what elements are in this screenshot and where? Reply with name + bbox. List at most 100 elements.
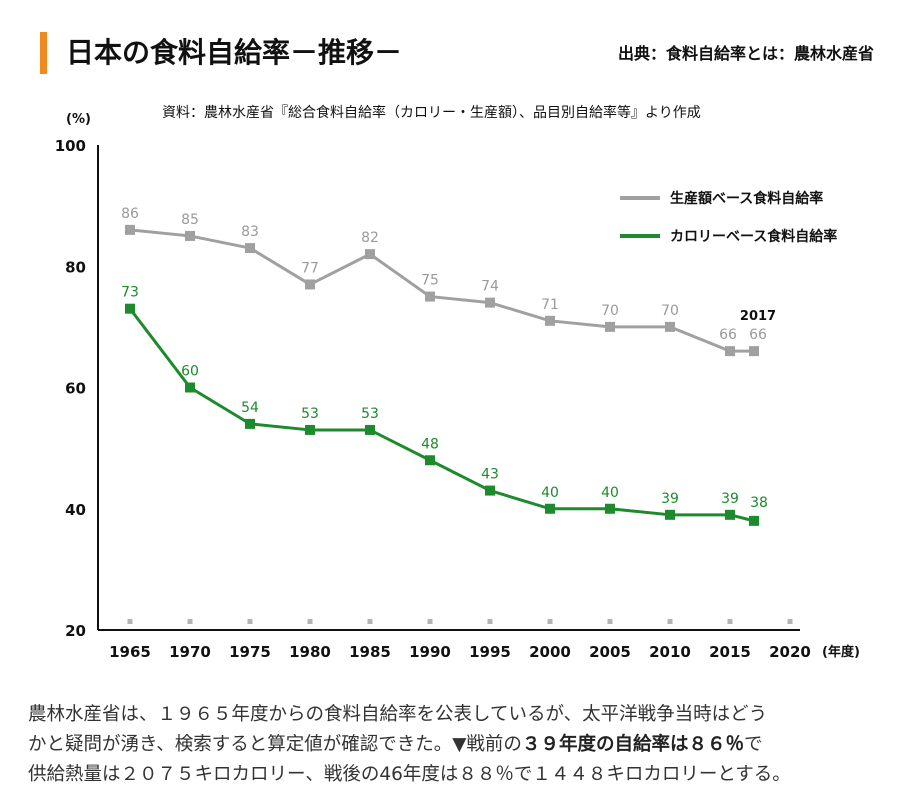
data-label: 66 — [719, 327, 737, 343]
data-point — [425, 455, 435, 466]
data-point — [749, 515, 759, 526]
data-label: 71 — [541, 297, 559, 313]
article-line-3: 供給熱量は２０７５キロカロリー、戦後の46年度は８８％で１４４８キロカロリーとす… — [28, 764, 791, 785]
x-tick-label: 1970 — [169, 643, 211, 661]
chart-ticks: 20 40 60 80 100 1965 1970 1975 1980 1985 1990 1995 2… — [55, 137, 811, 661]
data-point — [725, 346, 735, 357]
baseline-dot — [187, 619, 193, 624]
article-highlight: ３９年度の自給率は８６％ — [521, 734, 744, 755]
x-tick-label: 1965 — [109, 643, 151, 661]
data-point — [185, 382, 195, 393]
series-line-2 — [128, 307, 755, 523]
page-title: 日本の食料自給率－推移－ — [66, 36, 403, 69]
data-label: 75 — [421, 273, 439, 289]
baseline-dot — [367, 619, 373, 624]
article-line-2c: で — [743, 734, 763, 755]
data-label: 48 — [421, 436, 439, 452]
data-point — [665, 321, 675, 332]
article-text: 農林水産省は、１９６５年度からの食料自給率を公表しているが、太平洋戦争当時はどう… — [28, 700, 898, 790]
article-line-1: 農林水産省は、１９６５年度からの食料自給率を公表しているが、太平洋戦争当時はどう — [28, 704, 768, 725]
data-label: 85 — [181, 212, 199, 228]
data-label: 39 — [661, 491, 679, 507]
data-label: 83 — [241, 224, 259, 240]
x-axis-unit: (年度) — [822, 644, 860, 660]
data-label: 74 — [481, 279, 499, 295]
data-point — [365, 424, 375, 435]
data-label: 53 — [361, 406, 379, 422]
data-point — [485, 485, 495, 496]
data-label: 53 — [301, 406, 319, 422]
baseline-dot — [607, 619, 613, 624]
data-point — [125, 303, 135, 314]
x-tick-label: 2000 — [529, 643, 571, 661]
line-chart: (%) (年度) 20 40 60 80 100 1965 1970 1975 1980 1985 1… — [55, 112, 860, 661]
x-tick-label: 2010 — [649, 643, 691, 661]
chart-series: 86 85 83 77 82 75 74 71 70 70 66 66 73 60 54 53 53 48 43 40… — [121, 206, 776, 526]
x-tick-label: 2015 — [709, 643, 751, 661]
baseline-dot — [547, 619, 553, 624]
data-label: 40 — [601, 485, 619, 501]
data-point — [665, 509, 675, 520]
legend-label: 生産額ベース食料自給率 — [670, 190, 823, 207]
data-point — [245, 243, 255, 254]
data-label: 38 — [750, 495, 768, 511]
data-label: 77 — [301, 260, 319, 276]
x-tick-label: 2005 — [589, 643, 631, 661]
baseline-dot — [127, 619, 133, 624]
data-point — [125, 224, 135, 235]
article-line-2: かと疑問が湧き、検索すると算定値が確認できた。▼戦前の３９年度の自給率は８６％で — [28, 730, 898, 760]
chart-subtitle: 資料：農林水産省『総合食料自給率（カロリー・生産額）、品目別自給率等』より作成 — [162, 105, 701, 121]
y-tick-label: 100 — [55, 137, 86, 155]
data-label: 70 — [661, 303, 679, 319]
y-tick-label: 20 — [65, 622, 86, 640]
data-point — [245, 418, 255, 429]
baseline-dot — [247, 619, 253, 624]
y-tick-label: 80 — [65, 258, 86, 276]
data-point — [725, 509, 735, 520]
series-line-1 — [129, 228, 754, 353]
y-tick-label: 40 — [65, 501, 86, 519]
article-line-2a: かと疑問が湧き、検索すると算定値が確認できた。▼戦前の — [28, 734, 522, 755]
year-annotation: 2017 — [740, 309, 776, 324]
title-accent-bar — [40, 32, 47, 74]
data-label: 60 — [181, 364, 199, 380]
y-axis-unit: (%) — [66, 112, 91, 127]
y-tick-label: 60 — [65, 380, 86, 398]
chart-axes: (%) (年度) — [66, 112, 860, 660]
data-point — [185, 230, 195, 241]
data-point — [485, 297, 495, 308]
baseline-dots — [127, 619, 793, 624]
x-tick-label: 1975 — [229, 643, 271, 661]
data-point — [749, 346, 759, 357]
data-point — [605, 503, 615, 514]
source-credit: 出典：食料自給率とは：農林水産省 — [617, 44, 874, 63]
data-label: 82 — [361, 230, 379, 246]
x-tick-label: 1990 — [409, 643, 451, 661]
data-point — [605, 321, 615, 332]
baseline-dot — [787, 619, 793, 624]
data-point — [305, 279, 315, 290]
data-point — [545, 503, 555, 514]
data-point — [365, 249, 375, 260]
data-point — [545, 315, 555, 326]
data-label: 43 — [481, 467, 499, 483]
baseline-dot — [487, 619, 493, 624]
data-label: 66 — [749, 327, 767, 343]
data-label: 70 — [601, 303, 619, 319]
data-label: 86 — [121, 206, 139, 222]
data-point — [305, 424, 315, 435]
x-tick-label: 1995 — [469, 643, 511, 661]
baseline-dot — [307, 619, 313, 624]
baseline-dot — [427, 619, 433, 624]
baseline-dot — [667, 619, 673, 624]
data-label: 40 — [541, 485, 559, 501]
x-tick-label: 1980 — [289, 643, 331, 661]
data-point — [425, 291, 435, 302]
data-label: 39 — [721, 491, 739, 507]
data-label: 73 — [121, 285, 139, 301]
legend-label: カロリーベース食料自給率 — [670, 228, 837, 245]
data-label: 54 — [241, 400, 259, 416]
baseline-dot — [727, 619, 733, 624]
x-tick-label: 2020 — [769, 643, 811, 661]
